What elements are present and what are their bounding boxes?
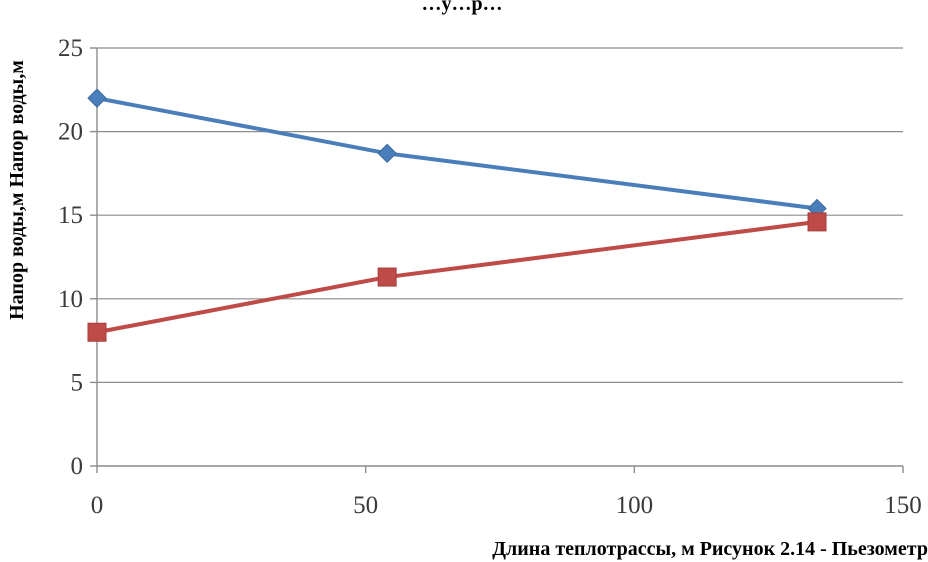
- y-tick-label: 0: [71, 453, 84, 480]
- chart-title: …у…р…: [421, 0, 502, 15]
- x-tick-label: 150: [884, 492, 922, 519]
- data-point-diamond: [87, 88, 107, 108]
- axes: [90, 47, 904, 473]
- series-group: [87, 88, 827, 342]
- data-point-diamond: [377, 143, 397, 164]
- tick-labels: 0 5 10 15 20 25 0 50 100 150: [58, 35, 922, 519]
- series-line-1: [96, 96, 818, 211]
- data-point-square: [807, 212, 827, 232]
- x-tick-label: 100: [616, 492, 654, 519]
- y-tick-label: 5: [71, 369, 84, 396]
- y-tick-label: 10: [58, 286, 83, 313]
- x-tick-label: 0: [91, 492, 104, 519]
- data-point-square: [377, 267, 397, 287]
- series-line-2: [96, 219, 818, 335]
- x-tick-label: 50: [353, 492, 378, 519]
- y-tick-label: 15: [58, 202, 83, 229]
- y-tick-label: 25: [58, 35, 83, 62]
- y-tick-label: 20: [58, 119, 83, 146]
- y-axis-title: Напор воды,м Напор воды,м: [6, 60, 28, 320]
- x-axis-title: Длина теплотрассы, м Рисунок 2.14 - Пьез…: [492, 538, 928, 560]
- data-point-square: [87, 322, 107, 342]
- grid-lines: [97, 47, 903, 383]
